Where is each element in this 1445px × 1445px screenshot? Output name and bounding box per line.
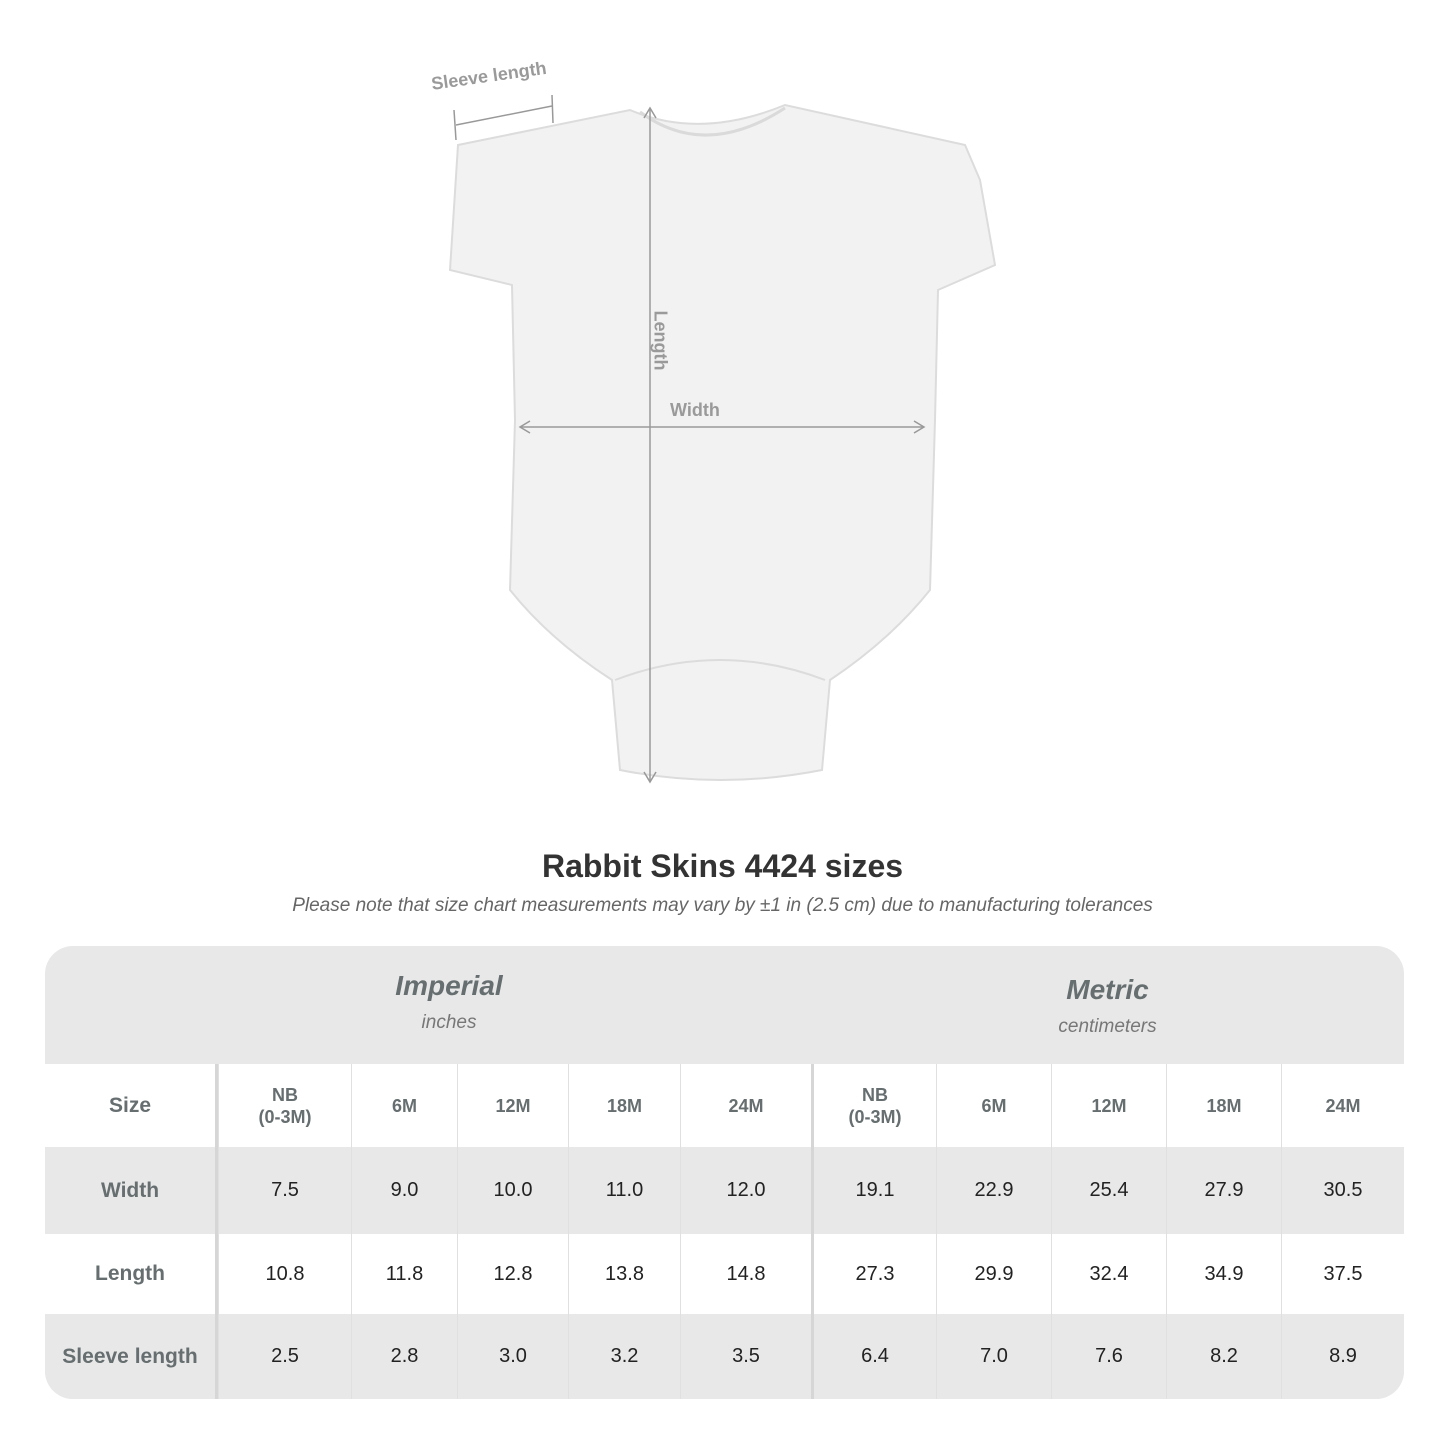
measurement-cell: 13.8 <box>568 1234 680 1314</box>
length-label: Length <box>650 310 671 371</box>
row-label: Length <box>45 1234 218 1314</box>
size-header: 12M <box>457 1064 568 1147</box>
measurement-cell: 9.0 <box>351 1147 457 1234</box>
measurement-cell: 11.0 <box>568 1147 680 1234</box>
size-header: 12M <box>1051 1064 1166 1147</box>
measurement-cell: 22.9 <box>936 1147 1051 1234</box>
size-table: Imperial inches Metric centimeters Size N… <box>45 946 1404 1399</box>
measurement-cell: 27.3 <box>811 1234 936 1314</box>
measurement-cell: 11.8 <box>351 1234 457 1314</box>
measurement-cell: 3.2 <box>568 1314 680 1399</box>
imperial-unit: inches <box>421 1012 477 1033</box>
measurement-cell: 2.8 <box>351 1314 457 1399</box>
measurement-cell: 34.9 <box>1166 1234 1281 1314</box>
size-header: 6M <box>351 1064 457 1147</box>
measurement-cell: 12.0 <box>680 1147 811 1234</box>
measurement-cell: 8.9 <box>1281 1314 1404 1399</box>
measurement-cell: 7.6 <box>1051 1314 1166 1399</box>
size-header: NB (0-3M) <box>811 1064 936 1147</box>
measurement-cell: 37.5 <box>1281 1234 1404 1314</box>
tolerance-note: Please note that size chart measurements… <box>292 895 1153 916</box>
imperial-header: Imperial inches <box>218 946 680 1064</box>
size-header: 6M <box>936 1064 1051 1147</box>
size-header: 18M <box>1166 1064 1281 1147</box>
row-label: Width <box>45 1147 218 1234</box>
metric-unit: centimeters <box>1058 1016 1157 1037</box>
measurement-cell: 6.4 <box>811 1314 936 1399</box>
table-row: Sleeve length 2.5 2.8 3.0 3.2 3.5 6.4 7.0 7.6 8.2… <box>45 1314 1404 1399</box>
onesie-illustration <box>448 94 997 784</box>
metric-title: Metric <box>1066 974 1149 1005</box>
measurement-cell: 8.2 <box>1166 1314 1281 1399</box>
measurement-cell: 7.0 <box>936 1314 1051 1399</box>
measurement-cell: 14.8 <box>680 1234 811 1314</box>
measurement-cell: 7.5 <box>218 1147 351 1234</box>
size-header: 18M <box>568 1064 680 1147</box>
sleeve-arrow <box>455 105 553 126</box>
size-header: 24M <box>680 1064 811 1147</box>
measurement-cell: 30.5 <box>1281 1147 1404 1234</box>
measurement-cell: 19.1 <box>811 1147 936 1234</box>
metric-header: Metric centimeters <box>811 946 1404 1064</box>
table-row: Length 10.8 11.8 12.8 13.8 14.8 27.3 29.9 32.4 34… <box>45 1234 1404 1314</box>
row-label: Sleeve length <box>45 1314 218 1399</box>
measurement-cell: 3.5 <box>680 1314 811 1399</box>
measurement-cell: 12.8 <box>457 1234 568 1314</box>
measurement-cell: 10.0 <box>457 1147 568 1234</box>
table-row: Width 7.5 9.0 10.0 11.0 12.0 19.1 22.9 25.4 27.9 3… <box>45 1147 1404 1234</box>
width-label: Width <box>670 400 720 420</box>
measurement-cell: 27.9 <box>1166 1147 1281 1234</box>
size-header: NB (0-3M) <box>218 1064 351 1147</box>
imperial-title: Imperial <box>395 970 503 1001</box>
measurement-cell: 32.4 <box>1051 1234 1166 1314</box>
onesie-shape <box>448 103 997 781</box>
measurement-cell: 25.4 <box>1051 1147 1166 1234</box>
measurement-cell: 2.5 <box>218 1314 351 1399</box>
size-header: 24M <box>1281 1064 1404 1147</box>
measurement-cell: 10.8 <box>218 1234 351 1314</box>
size-label: Size <box>45 1064 218 1147</box>
chart-title: Rabbit Skins 4424 sizes <box>541 848 904 884</box>
size-header-row: Size NB (0-3M) 6M 12M 18M 24M NB (0-3M) 6M 12M 18… <box>45 1064 1404 1147</box>
measurement-cell: 29.9 <box>936 1234 1051 1314</box>
measurement-cell: 3.0 <box>457 1314 568 1399</box>
